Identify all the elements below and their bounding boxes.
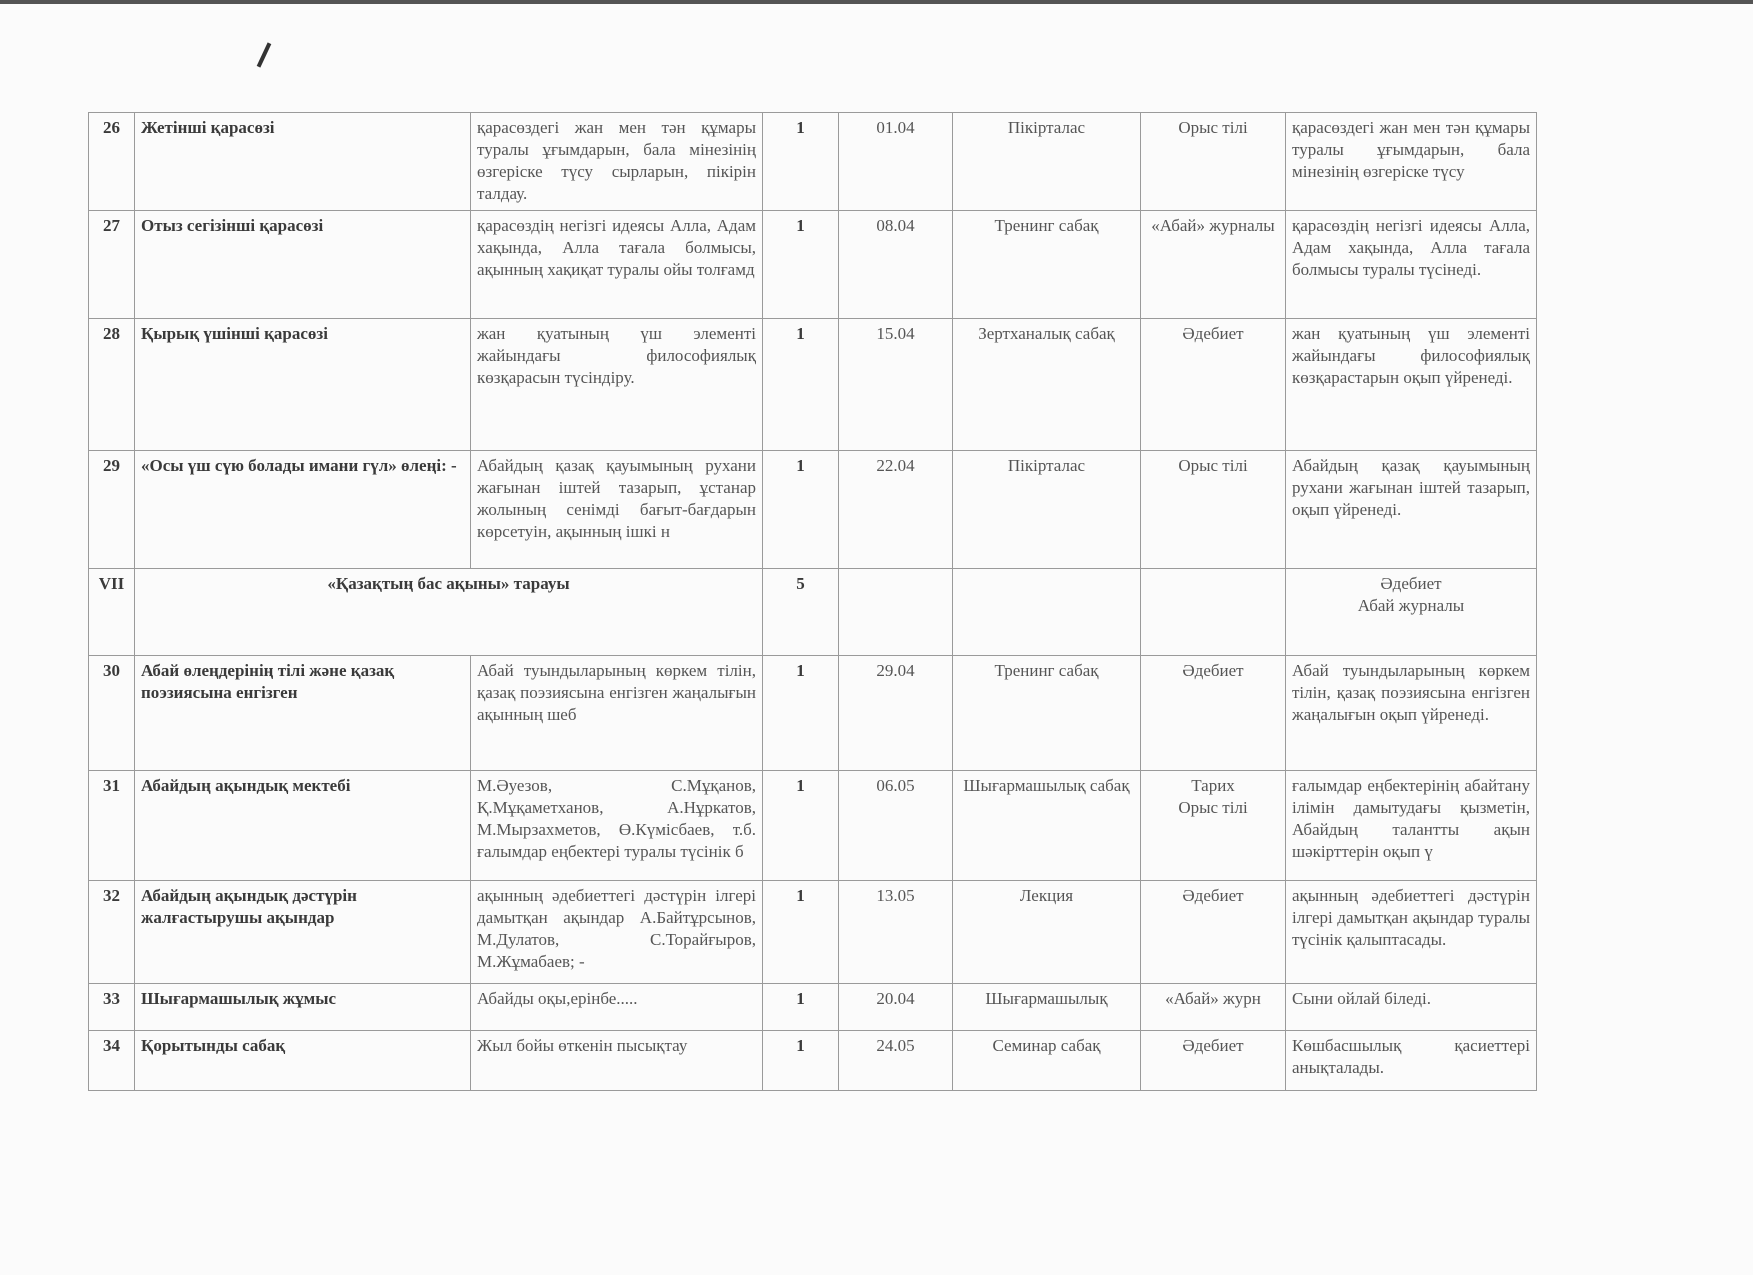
table-row: 26 Жетінші қарасөзі қарасөздегі жан мен тә… (88, 112, 1537, 211)
expected-result: ғалымдар еңбектерінің абайтану ілімін да… (1285, 770, 1537, 881)
empty-cell (1140, 568, 1286, 656)
lesson-hours: 1 (762, 112, 839, 211)
row-number: 32 (88, 880, 135, 984)
scan-edge (0, 0, 1753, 4)
row-number: 30 (88, 655, 135, 771)
lesson-goal: Абайды оқы,ерінбе..... (470, 983, 763, 1031)
lesson-date: 22.04 (838, 450, 953, 569)
row-number: 29 (88, 450, 135, 569)
empty-cell (838, 568, 953, 656)
lesson-hours: 1 (762, 1030, 839, 1091)
lesson-date: 01.04 (838, 112, 953, 211)
lesson-date: 15.04 (838, 318, 953, 451)
expected-result: Көшбасшылық қасиеттері анықталады. (1285, 1030, 1537, 1091)
lesson-topic: «Осы үш сүю болады имани гүл» өлеңі: - (134, 450, 471, 569)
lesson-hours: 1 (762, 450, 839, 569)
table-row: 28 Қырық үшінші қарасөзі жан қуатының үш э… (88, 318, 1537, 451)
lesson-date: 20.04 (838, 983, 953, 1031)
lesson-date: 08.04 (838, 210, 953, 319)
expected-result: қарасөздің негізгі идеясы Алла, Адам хақ… (1285, 210, 1537, 319)
lesson-type: Шығармашылық сабақ (952, 770, 1141, 881)
expected-result: жан қуатының үш элементі жайындағы филос… (1285, 318, 1537, 451)
expected-result: Абай туындыларының көркем тілін, қазақ п… (1285, 655, 1537, 771)
lesson-goal: жан қуатының үш элементі жайындағы филос… (470, 318, 763, 451)
lesson-topic: Жетінші қарасөзі (134, 112, 471, 211)
lesson-type: Зертханалық сабақ (952, 318, 1141, 451)
interdisciplinary-link: «Абай» журналы (1140, 210, 1286, 319)
lesson-topic: Абайдың ақындық дәстүрін жалғастырушы ақ… (134, 880, 471, 984)
lesson-goal: Абай туындыларының көркем тілін, қазақ п… (470, 655, 763, 771)
lesson-topic: Отыз сегізінші қарасөзі (134, 210, 471, 319)
lesson-type: Лекция (952, 880, 1141, 984)
lesson-type: Пікірталас (952, 112, 1141, 211)
lesson-plan-table: 26 Жетінші қарасөзі қарасөздегі жан мен тә… (88, 112, 1537, 1091)
interdisciplinary-link: Орыс тілі (1140, 450, 1286, 569)
lesson-date: 13.05 (838, 880, 953, 984)
interdisciplinary-link: Орыс тілі (1140, 112, 1286, 211)
lesson-hours: 1 (762, 655, 839, 771)
interdisciplinary-link: Тарих Орыс тілі (1140, 770, 1286, 881)
lesson-goal: ақынның әдебиеттегі дәстүрін ілгері дамы… (470, 880, 763, 984)
lesson-goal: қарасөздің негізгі идеясы Алла, Адам хақ… (470, 210, 763, 319)
row-number: 34 (88, 1030, 135, 1091)
section-number: VII (88, 568, 135, 656)
expected-result: қарасөздегі жан мен тән құмары туралы ұғ… (1285, 112, 1537, 211)
row-number: 26 (88, 112, 135, 211)
expected-result: ақынның әдебиеттегі дәстүрін ілгері дамы… (1285, 880, 1537, 984)
interdisciplinary-link: Әдебиет (1140, 1030, 1286, 1091)
table-row: 30 Абай өлеңдерінің тілі және қазақ поэзи… (88, 655, 1537, 771)
empty-cell (952, 568, 1141, 656)
row-number: 28 (88, 318, 135, 451)
table-row: 34 Қорытынды сабақ Жыл бойы өткенін пысықт… (88, 1030, 1537, 1091)
lesson-topic: Қорытынды сабақ (134, 1030, 471, 1091)
lesson-topic: Қырық үшінші қарасөзі (134, 318, 471, 451)
interdisciplinary-link: «Абай» журн (1140, 983, 1286, 1031)
lesson-hours: 1 (762, 770, 839, 881)
lesson-hours: 1 (762, 983, 839, 1031)
row-number: 31 (88, 770, 135, 881)
expected-result: Абайдың қазақ қауымының рухани жағынан і… (1285, 450, 1537, 569)
row-number: 33 (88, 983, 135, 1031)
lesson-goal: Абайдың қазақ қауымының рухани жағынан і… (470, 450, 763, 569)
lesson-date: 06.05 (838, 770, 953, 881)
lesson-date: 24.05 (838, 1030, 953, 1091)
lesson-type: Тренинг сабақ (952, 655, 1141, 771)
lesson-hours: 1 (762, 880, 839, 984)
lesson-hours: 1 (762, 318, 839, 451)
lesson-hours: 1 (762, 210, 839, 319)
interdisciplinary-link: Әдебиет (1140, 880, 1286, 984)
table-row: 27 Отыз сегізінші қарасөзі қарасөздің негі… (88, 210, 1537, 319)
lesson-type: Тренинг сабақ (952, 210, 1141, 319)
lesson-topic: Шығармашылық жұмыс (134, 983, 471, 1031)
row-number: 27 (88, 210, 135, 319)
pen-mark (256, 42, 272, 68)
lesson-date: 29.04 (838, 655, 953, 771)
lesson-type: Семинар сабақ (952, 1030, 1141, 1091)
table-row: 33 Шығармашылық жұмыс Абайды оқы,ерінбе...… (88, 983, 1537, 1031)
table-row: 29 «Осы үш сүю болады имани гүл» өлеңі: -… (88, 450, 1537, 569)
lesson-goal: қарасөздегі жан мен тән құмары туралы ұғ… (470, 112, 763, 211)
expected-result: Сыни ойлай біледі. (1285, 983, 1537, 1031)
lesson-goal: Жыл бойы өткенін пысықтау (470, 1030, 763, 1091)
lesson-type: Пікірталас (952, 450, 1141, 569)
section-row: VII «Қазақтың бас ақыны» тарауы 5 Әдебиет А… (88, 568, 1537, 656)
lesson-topic: Абайдың ақындық мектебі (134, 770, 471, 881)
lesson-goal: М.Әуезов, С.Мұқанов, Қ.Мұқаметханов, А.Н… (470, 770, 763, 881)
table-row: 31 Абайдың ақындық мектебі М.Әуезов, С.Мұқ… (88, 770, 1537, 881)
section-hours: 5 (762, 568, 839, 656)
interdisciplinary-link: Әдебиет (1140, 318, 1286, 451)
section-title: «Қазақтың бас ақыны» тарауы (134, 568, 763, 656)
lesson-topic: Абай өлеңдерінің тілі және қазақ поэзияс… (134, 655, 471, 771)
section-link: Әдебиет Абай журналы (1285, 568, 1537, 656)
interdisciplinary-link: Әдебиет (1140, 655, 1286, 771)
table-row: 32 Абайдың ақындық дәстүрін жалғастырушы … (88, 880, 1537, 984)
lesson-type: Шығармашылық (952, 983, 1141, 1031)
